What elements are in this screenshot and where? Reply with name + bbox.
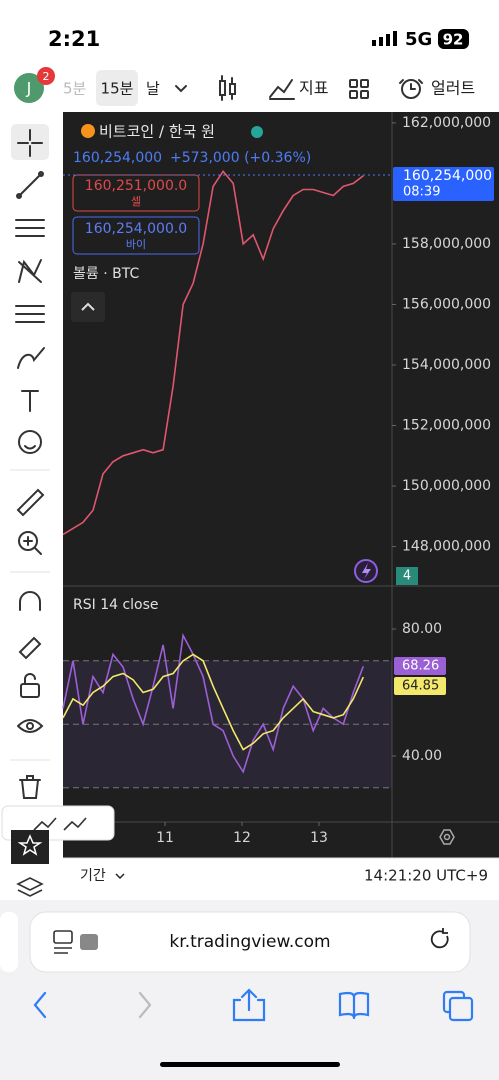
sell-label: 셀 (131, 195, 141, 208)
signal (372, 31, 397, 46)
market-status (251, 126, 263, 138)
y-tick-label: 80.00 (402, 621, 442, 637)
x-tick-label: 11 (156, 830, 174, 846)
y-tick-label: 150,000,000 (402, 478, 491, 494)
plots: 162,000,000 158,000,000 156,000,000 154,000… (62, 115, 491, 846)
buy-button[interactable] (72, 216, 200, 255)
buy-label: 바이 (126, 238, 146, 251)
interval[interactable]: 5분 (63, 80, 87, 98)
settings-icon[interactable] (439, 829, 455, 845)
rsi-last: 68.26 (402, 659, 439, 674)
sell-button[interactable] (72, 174, 200, 212)
candle-icon[interactable] (219, 75, 236, 101)
range-dropdown (115, 873, 125, 880)
coin-icon (81, 124, 95, 138)
alerts[interactable]: 얼러트 (431, 79, 475, 98)
interval[interactable]: 15분 (101, 80, 134, 98)
interval-selected-bg (96, 70, 138, 106)
last-price-box (393, 167, 494, 201)
rsi-title: RSI 14 close (73, 597, 159, 613)
avatar[interactable] (14, 73, 44, 103)
countdown: 08:39 (403, 185, 440, 200)
status-time: 2:21 (48, 27, 100, 51)
last-price: 160,254,000 (403, 168, 492, 184)
collapse-button[interactable] (71, 292, 105, 322)
y-tick-label: 40.00 (402, 748, 442, 764)
y-tick-label: 152,000,000 (402, 418, 491, 434)
y-tick-label: 156,000,000 (402, 296, 491, 312)
x-tick-label: 12 (233, 830, 251, 846)
url[interactable]: kr.tradingview.com (169, 932, 330, 952)
battery-level: 92 (443, 31, 464, 49)
indicators[interactable]: 지표 (299, 79, 328, 98)
badge (37, 67, 55, 85)
rsi-ma-last: 64.85 (402, 679, 439, 694)
tool-selected-bg (11, 124, 49, 160)
series-line (62, 653, 365, 751)
quote: 160,254,000 (73, 150, 162, 166)
flash-icon (362, 563, 371, 579)
sell-price: 160,251,000.0 (85, 178, 187, 194)
x-tick-label: 13 (310, 830, 328, 846)
volume-badge-box (396, 567, 418, 585)
clock: 14:21:20 UTC+9 (364, 867, 488, 885)
interval[interactable]: 날 (146, 80, 160, 98)
badge-count: 2 (43, 70, 50, 83)
y-tick-label: 154,000,000 (402, 357, 491, 373)
network: 5G (405, 29, 432, 50)
home-indicator (160, 1062, 340, 1067)
indicator-icon[interactable] (269, 79, 295, 100)
prev-tab (0, 912, 18, 972)
favorite-tools (33, 817, 87, 831)
star-icon (17, 834, 43, 856)
rsi-last-box (394, 657, 446, 675)
rsi-ma-last-box (394, 677, 446, 695)
change: +573,000 (+0.36%) (170, 150, 311, 166)
layout-icon[interactable] (349, 79, 369, 99)
address-bar[interactable] (29, 911, 471, 973)
volume-label: 볼륨 · BTC (73, 266, 139, 282)
series-line (62, 632, 365, 774)
avatar-letter: J (26, 79, 32, 98)
volume-badge: 4 (403, 569, 411, 584)
alert-icon[interactable] (399, 79, 423, 99)
browser-nav[interactable] (33, 988, 474, 1022)
reload-icon[interactable] (430, 928, 449, 949)
layers-icon[interactable] (16, 877, 44, 897)
y-tick-label: 158,000,000 (402, 236, 491, 252)
separators (10, 469, 50, 761)
collapse-icon (81, 302, 95, 311)
y-tick-label: 162,000,000 (402, 115, 491, 131)
dropdown[interactable] (175, 85, 187, 93)
page-menu-icon[interactable] (53, 930, 98, 954)
series-line (62, 169, 364, 536)
symbol-title: 비트코인 / 한국 원 (99, 123, 215, 141)
drawing-tools[interactable] (15, 129, 45, 799)
battery (438, 29, 469, 49)
buy-price: 160,254,000.0 (85, 221, 187, 237)
y-tick-label: 148,000,000 (402, 539, 491, 555)
range[interactable]: 기간 (80, 868, 106, 884)
footer-bar (63, 858, 499, 898)
